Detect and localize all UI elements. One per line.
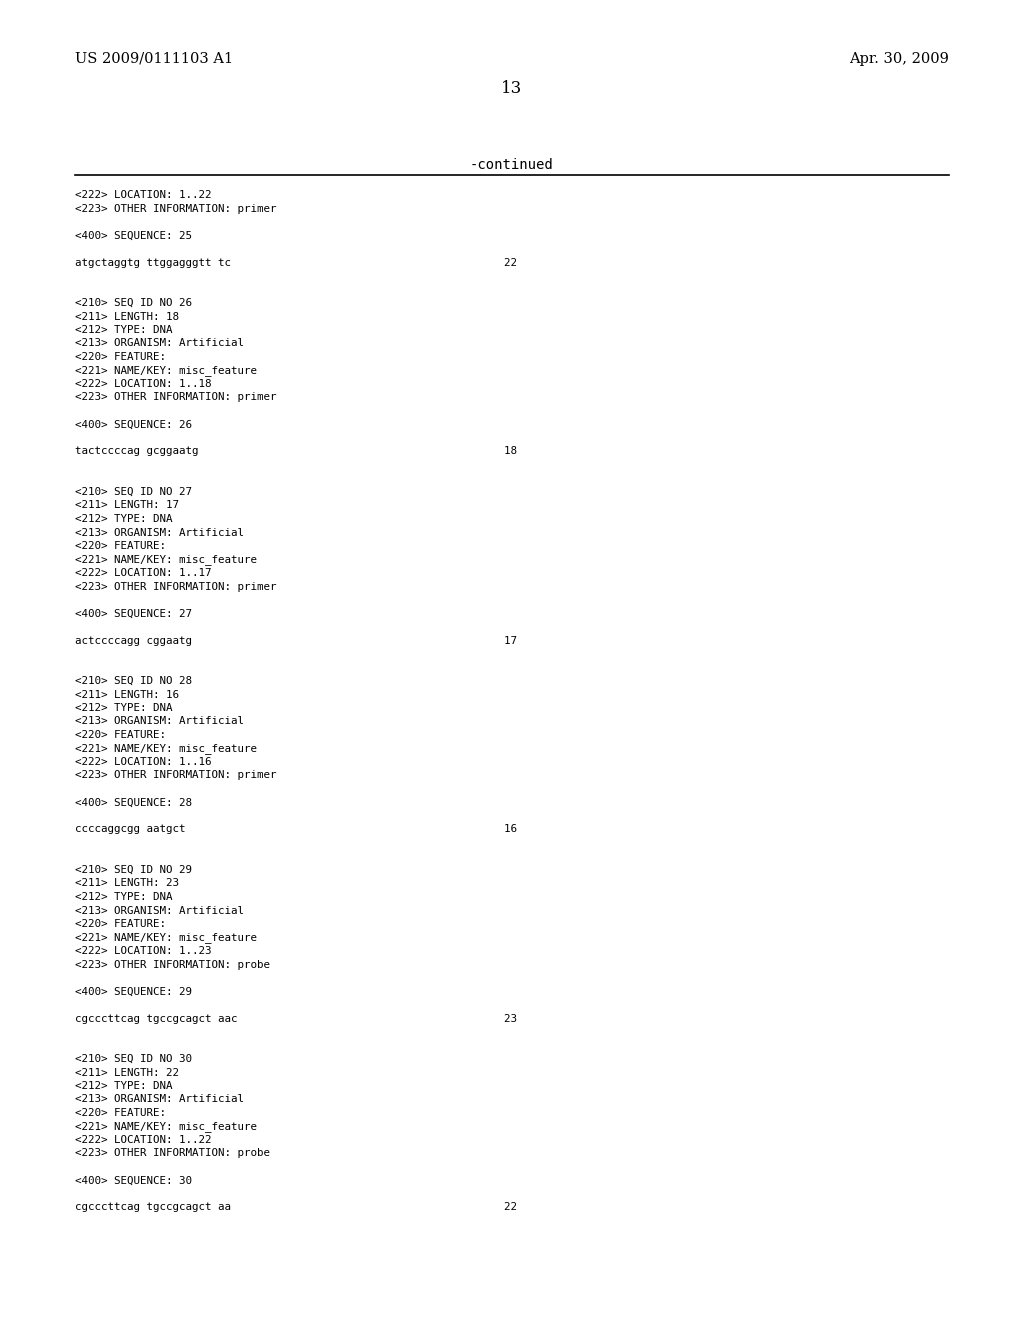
Text: <223> OTHER INFORMATION: primer: <223> OTHER INFORMATION: primer <box>75 203 276 214</box>
Text: <220> FEATURE:: <220> FEATURE: <box>75 730 166 741</box>
Text: <210> SEQ ID NO 27: <210> SEQ ID NO 27 <box>75 487 193 498</box>
Text: <220> FEATURE:: <220> FEATURE: <box>75 919 166 929</box>
Text: <400> SEQUENCE: 25: <400> SEQUENCE: 25 <box>75 231 193 240</box>
Text: <212> TYPE: DNA: <212> TYPE: DNA <box>75 1081 172 1092</box>
Text: <212> TYPE: DNA: <212> TYPE: DNA <box>75 325 172 335</box>
Text: <223> OTHER INFORMATION: primer: <223> OTHER INFORMATION: primer <box>75 771 276 780</box>
Text: <222> LOCATION: 1..22: <222> LOCATION: 1..22 <box>75 1135 212 1144</box>
Text: <211> LENGTH: 16: <211> LENGTH: 16 <box>75 689 179 700</box>
Text: <213> ORGANISM: Artificial: <213> ORGANISM: Artificial <box>75 338 244 348</box>
Text: <212> TYPE: DNA: <212> TYPE: DNA <box>75 892 172 902</box>
Text: <220> FEATURE:: <220> FEATURE: <box>75 1107 166 1118</box>
Text: ccccaggcgg aatgct                                                 16: ccccaggcgg aatgct 16 <box>75 825 517 834</box>
Text: <400> SEQUENCE: 29: <400> SEQUENCE: 29 <box>75 986 193 997</box>
Text: cgcccttcag tgccgcagct aac                                         23: cgcccttcag tgccgcagct aac 23 <box>75 1014 517 1023</box>
Text: <222> LOCATION: 1..17: <222> LOCATION: 1..17 <box>75 568 212 578</box>
Text: <213> ORGANISM: Artificial: <213> ORGANISM: Artificial <box>75 1094 244 1105</box>
Text: <221> NAME/KEY: misc_feature: <221> NAME/KEY: misc_feature <box>75 932 257 944</box>
Text: 13: 13 <box>502 81 522 96</box>
Text: US 2009/0111103 A1: US 2009/0111103 A1 <box>75 51 233 66</box>
Text: <210> SEQ ID NO 29: <210> SEQ ID NO 29 <box>75 865 193 875</box>
Text: <211> LENGTH: 18: <211> LENGTH: 18 <box>75 312 179 322</box>
Text: <221> NAME/KEY: misc_feature: <221> NAME/KEY: misc_feature <box>75 366 257 376</box>
Text: atgctaggtg ttggagggtt tc                                          22: atgctaggtg ttggagggtt tc 22 <box>75 257 517 268</box>
Text: <213> ORGANISM: Artificial: <213> ORGANISM: Artificial <box>75 717 244 726</box>
Text: <223> OTHER INFORMATION: probe: <223> OTHER INFORMATION: probe <box>75 1148 270 1159</box>
Text: Apr. 30, 2009: Apr. 30, 2009 <box>849 51 949 66</box>
Text: <210> SEQ ID NO 28: <210> SEQ ID NO 28 <box>75 676 193 686</box>
Text: <212> TYPE: DNA: <212> TYPE: DNA <box>75 704 172 713</box>
Text: <211> LENGTH: 23: <211> LENGTH: 23 <box>75 879 179 888</box>
Text: cgcccttcag tgccgcagct aa                                          22: cgcccttcag tgccgcagct aa 22 <box>75 1203 517 1213</box>
Text: <211> LENGTH: 22: <211> LENGTH: 22 <box>75 1068 179 1077</box>
Text: <400> SEQUENCE: 30: <400> SEQUENCE: 30 <box>75 1176 193 1185</box>
Text: <212> TYPE: DNA: <212> TYPE: DNA <box>75 513 172 524</box>
Text: <400> SEQUENCE: 28: <400> SEQUENCE: 28 <box>75 797 193 808</box>
Text: <222> LOCATION: 1..16: <222> LOCATION: 1..16 <box>75 756 212 767</box>
Text: <220> FEATURE:: <220> FEATURE: <box>75 541 166 550</box>
Text: <221> NAME/KEY: misc_feature: <221> NAME/KEY: misc_feature <box>75 1122 257 1133</box>
Text: <221> NAME/KEY: misc_feature: <221> NAME/KEY: misc_feature <box>75 554 257 565</box>
Text: <223> OTHER INFORMATION: primer: <223> OTHER INFORMATION: primer <box>75 392 276 403</box>
Text: <213> ORGANISM: Artificial: <213> ORGANISM: Artificial <box>75 906 244 916</box>
Text: <222> LOCATION: 1..22: <222> LOCATION: 1..22 <box>75 190 212 201</box>
Text: <211> LENGTH: 17: <211> LENGTH: 17 <box>75 500 179 511</box>
Text: <223> OTHER INFORMATION: probe: <223> OTHER INFORMATION: probe <box>75 960 270 969</box>
Text: <400> SEQUENCE: 26: <400> SEQUENCE: 26 <box>75 420 193 429</box>
Text: <222> LOCATION: 1..18: <222> LOCATION: 1..18 <box>75 379 212 389</box>
Text: <210> SEQ ID NO 26: <210> SEQ ID NO 26 <box>75 298 193 308</box>
Text: <400> SEQUENCE: 27: <400> SEQUENCE: 27 <box>75 609 193 619</box>
Text: <220> FEATURE:: <220> FEATURE: <box>75 352 166 362</box>
Text: <221> NAME/KEY: misc_feature: <221> NAME/KEY: misc_feature <box>75 743 257 755</box>
Text: <222> LOCATION: 1..23: <222> LOCATION: 1..23 <box>75 946 212 956</box>
Text: tactccccag gcggaatg                                               18: tactccccag gcggaatg 18 <box>75 446 517 457</box>
Text: -continued: -continued <box>470 158 554 172</box>
Text: <213> ORGANISM: Artificial: <213> ORGANISM: Artificial <box>75 528 244 537</box>
Text: <223> OTHER INFORMATION: primer: <223> OTHER INFORMATION: primer <box>75 582 276 591</box>
Text: <210> SEQ ID NO 30: <210> SEQ ID NO 30 <box>75 1053 193 1064</box>
Text: actccccagg cggaatg                                                17: actccccagg cggaatg 17 <box>75 635 517 645</box>
